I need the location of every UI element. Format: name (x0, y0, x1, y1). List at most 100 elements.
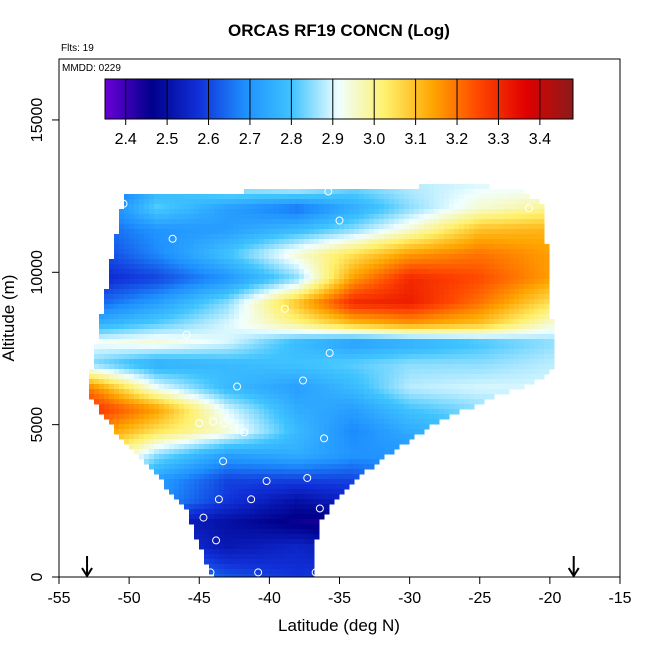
heatmap-cell (499, 259, 505, 265)
heatmap-cell (489, 189, 495, 195)
heatmap-cell (479, 399, 485, 405)
heatmap-cell (539, 344, 545, 350)
heatmap-cell (364, 399, 370, 405)
heatmap-cell (204, 334, 210, 340)
heatmap-cell (279, 259, 285, 265)
heatmap-cell (204, 499, 210, 505)
heatmap-cell (224, 334, 230, 340)
heatmap-cell (229, 204, 235, 210)
heatmap-cell (194, 524, 200, 530)
heatmap-cell (134, 244, 140, 250)
heatmap-cell (454, 319, 460, 325)
heatmap-cell (424, 379, 430, 385)
heatmap-cell (314, 439, 320, 445)
heatmap-cell (254, 394, 260, 400)
heatmap-cell (394, 314, 400, 320)
heatmap-cell (419, 394, 425, 400)
heatmap-cell (89, 384, 95, 390)
heatmap-cell (169, 204, 175, 210)
heatmap-cell (294, 354, 300, 360)
heatmap-cell (89, 394, 95, 400)
heatmap-cell (324, 249, 330, 255)
heatmap-cell (424, 319, 430, 325)
heatmap-cell (254, 424, 260, 430)
heatmap-cell (414, 384, 420, 390)
heatmap-cell (224, 329, 230, 335)
heatmap-cell (429, 284, 435, 290)
heatmap-cell (524, 304, 530, 310)
heatmap-cell (229, 304, 235, 310)
heatmap-cell (94, 364, 100, 370)
heatmap-cell (299, 224, 305, 230)
heatmap-cell (179, 269, 185, 275)
heatmap-cell (409, 414, 415, 420)
heatmap-cell (169, 404, 175, 410)
heatmap-cell (134, 319, 140, 325)
heatmap-cell (224, 274, 230, 280)
heatmap-cell (209, 399, 215, 405)
heatmap-cell (469, 284, 475, 290)
heatmap-cell (114, 369, 120, 375)
heatmap-cell (274, 429, 280, 435)
heatmap-cell (264, 474, 270, 480)
heatmap-cell (219, 364, 225, 370)
heatmap-cell (284, 294, 290, 300)
heatmap-cell (289, 469, 295, 475)
heatmap-cell (129, 299, 135, 305)
heatmap-cell (174, 469, 180, 475)
heatmap-cell (234, 414, 240, 420)
heatmap-cell (159, 359, 165, 365)
heatmap-cell (244, 534, 250, 540)
heatmap-cell (299, 364, 305, 370)
heatmap-cell (179, 324, 185, 330)
heatmap-cell (174, 214, 180, 220)
heatmap-cell (399, 309, 405, 315)
heatmap-cell (224, 344, 230, 350)
heatmap-cell (454, 269, 460, 275)
heatmap-cell (444, 209, 450, 215)
heatmap-cell (134, 219, 140, 225)
heatmap-cell (209, 414, 215, 420)
heatmap-cell (474, 239, 480, 245)
heatmap-cell (214, 329, 220, 335)
heatmap-cell (409, 399, 415, 405)
heatmap-cell (364, 434, 370, 440)
heatmap-cell (229, 469, 235, 475)
heatmap-cell (259, 499, 265, 505)
heatmap-cell (329, 364, 335, 370)
heatmap-cell (409, 294, 415, 300)
heatmap-cell (324, 464, 330, 470)
heatmap-cell (254, 449, 260, 455)
heatmap-cell (144, 324, 150, 330)
heatmap-cell (244, 344, 250, 350)
heatmap-cell (469, 299, 475, 305)
heatmap-cell (384, 309, 390, 315)
heatmap-cell (189, 444, 195, 450)
heatmap-cell (479, 199, 485, 205)
heatmap-cell (264, 479, 270, 485)
heatmap-cell (224, 369, 230, 375)
heatmap-cell (534, 304, 540, 310)
heatmap-cell (209, 229, 215, 235)
heatmap-cell (334, 389, 340, 395)
heatmap-cell (214, 539, 220, 545)
heatmap-cell (429, 189, 435, 195)
heatmap-cell (404, 399, 410, 405)
heatmap-cell (309, 279, 315, 285)
heatmap-cell (314, 194, 320, 200)
heatmap-cell (544, 244, 550, 250)
heatmap-cell (244, 329, 250, 335)
heatmap-cell (384, 224, 390, 230)
heatmap-cell (154, 259, 160, 265)
heatmap-cell (544, 269, 550, 275)
heatmap-cell (434, 359, 440, 365)
heatmap-cell (339, 424, 345, 430)
heatmap-cell (439, 329, 445, 335)
heatmap-cell (324, 369, 330, 375)
heatmap-cell (504, 344, 510, 350)
heatmap-cell (259, 394, 265, 400)
heatmap-cell (324, 334, 330, 340)
heatmap-cell (494, 194, 500, 200)
heatmap-cell (279, 444, 285, 450)
heatmap-cell (324, 469, 330, 475)
